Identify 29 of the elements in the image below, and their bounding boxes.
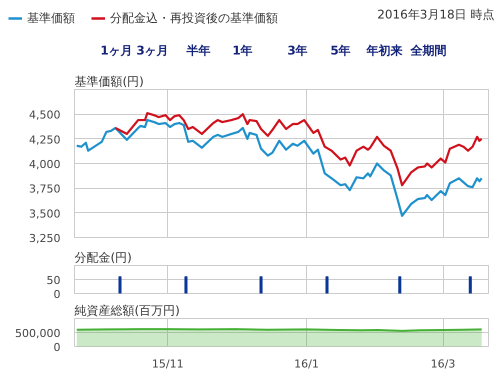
text: 2016年3月18日 時点 xyxy=(377,8,495,22)
x-tick-label: 16/1 xyxy=(294,358,319,370)
y-tick-label: 500,000 xyxy=(15,327,61,340)
y-tick-label: 0 xyxy=(54,341,60,354)
text: 全期間 xyxy=(410,44,446,58)
y-tick-label: 3,500 xyxy=(29,207,61,220)
x-tick-label: 15/11 xyxy=(152,358,184,370)
text: 3ヶ月 xyxy=(136,44,169,58)
y-axis-title: 分配金(円) xyxy=(74,250,132,264)
y-axis-title: 基準価額(円) xyxy=(74,74,144,88)
y-tick-label: 4,500 xyxy=(29,108,61,122)
y-tick-label: 50 xyxy=(46,274,61,287)
y-tick-label: 0 xyxy=(54,288,60,301)
text: 1ヶ月 xyxy=(100,44,133,58)
y-tick-label: 3,750 xyxy=(29,182,61,196)
line-series xyxy=(114,112,483,186)
y-axis-title: 純資産総額(百万円) xyxy=(74,304,180,318)
text: 5年 xyxy=(330,44,351,58)
legend-label: 基準価額 xyxy=(27,10,75,26)
y-tick-label: 4,250 xyxy=(29,133,61,146)
text: 1年 xyxy=(232,44,253,58)
text: 年初来 xyxy=(366,44,402,58)
y-tick-label: 4,000 xyxy=(29,158,61,171)
text: 3年 xyxy=(287,44,308,58)
line-series xyxy=(76,118,483,217)
text: 半年 xyxy=(186,44,210,58)
legend-label: 分配金込・再投資後の基準価額 xyxy=(110,10,278,26)
x-tick-label: 16/3 xyxy=(430,358,456,370)
y-tick-label: 3,250 xyxy=(29,232,61,245)
